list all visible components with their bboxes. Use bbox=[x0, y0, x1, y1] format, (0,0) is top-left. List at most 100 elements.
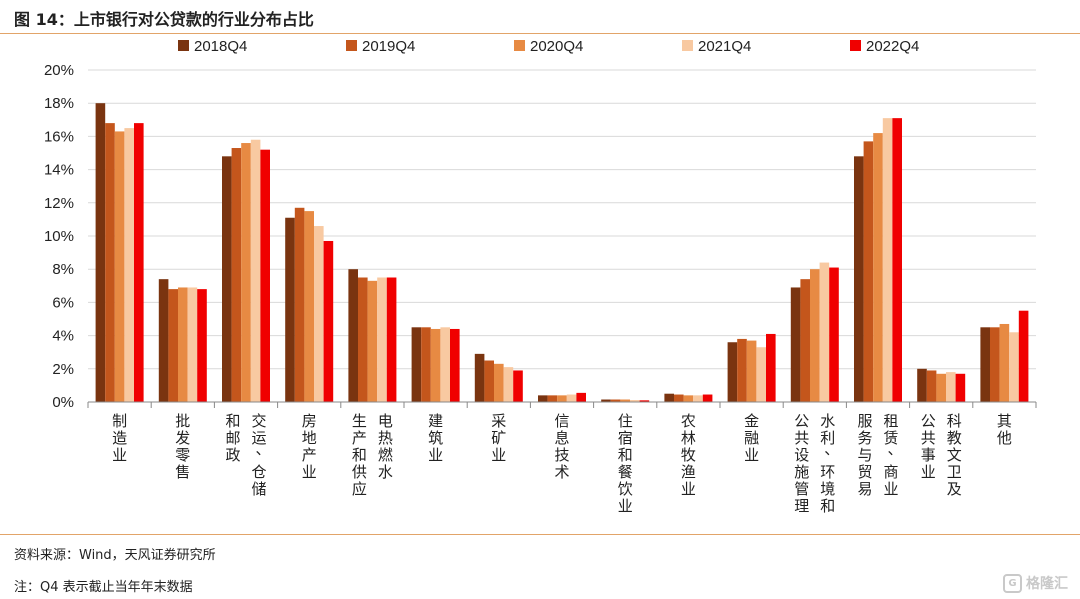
y-tick-label: 16% bbox=[44, 128, 74, 145]
bar-2018Q4 bbox=[664, 393, 674, 402]
x-category-char: 饮 bbox=[618, 480, 633, 498]
x-category-char: 零 bbox=[175, 446, 190, 464]
bar-2020Q4 bbox=[178, 287, 188, 402]
bar-2018Q4 bbox=[411, 327, 422, 402]
watermark: G 格隆汇 bbox=[1003, 573, 1068, 593]
bar-2019Q4 bbox=[105, 123, 115, 403]
bar-2020Q4 bbox=[304, 211, 314, 402]
x-category-char: 和 bbox=[618, 446, 633, 464]
x-category-char: 境 bbox=[820, 480, 835, 498]
bar-2019Q4 bbox=[168, 289, 178, 402]
x-category-char: 信 bbox=[554, 412, 569, 430]
x-category-char: 生 bbox=[352, 412, 367, 430]
x-category-label: 交运、仓储 和邮政 bbox=[225, 412, 270, 498]
x-category-char: 、 bbox=[255, 440, 270, 458]
x-category-char: 交 bbox=[251, 412, 266, 430]
legend: 2018Q4 2019Q4 2020Q4 2021Q4 2022Q4 bbox=[178, 38, 919, 55]
bar-2019Q4 bbox=[737, 338, 747, 402]
bar-2018Q4 bbox=[95, 103, 106, 402]
bar-2020Q4 bbox=[873, 133, 883, 402]
x-category-label: 采矿业 bbox=[491, 412, 506, 464]
figure-title: 图 14：上市银行对公贷款的行业分布占比 bbox=[14, 10, 314, 29]
bar-2020Q4 bbox=[999, 323, 1010, 402]
x-category-char: 及 bbox=[947, 480, 962, 498]
x-category-char: 业 bbox=[302, 463, 317, 481]
legend-label: 2018Q4 bbox=[194, 38, 247, 55]
x-category-char: 宿 bbox=[618, 429, 633, 447]
bar-2021Q4 bbox=[187, 287, 198, 402]
x-category-char: 商 bbox=[883, 463, 898, 481]
x-category-char: 邮 bbox=[225, 429, 240, 447]
bar-2020Q4 bbox=[494, 363, 504, 402]
x-category-char: 业 bbox=[921, 463, 936, 481]
bar-2021Q4 bbox=[566, 394, 577, 402]
bottom-rule bbox=[0, 534, 1080, 535]
x-category-char: 应 bbox=[352, 480, 367, 498]
x-category-char: 水 bbox=[820, 412, 835, 430]
x-category-char: 批 bbox=[175, 412, 190, 430]
x-category-char: 息 bbox=[554, 429, 569, 447]
legend-item: 2020Q4 bbox=[514, 38, 583, 55]
bar-2019Q4 bbox=[800, 279, 810, 402]
x-category-label: 其他 bbox=[997, 412, 1012, 447]
x-category-char: 政 bbox=[225, 446, 240, 464]
x-category-label: 金融业 bbox=[744, 412, 759, 464]
x-category-char: 教 bbox=[947, 429, 962, 447]
bar-2020Q4 bbox=[557, 395, 567, 402]
x-category-char: 建 bbox=[428, 412, 443, 430]
x-category-char: 水 bbox=[378, 463, 393, 481]
x-category-char: 筑 bbox=[428, 429, 443, 447]
y-axis-ticks: 0% 2% 4% 6% 8% 10% 12% 14% 16% 18% 20% bbox=[44, 62, 74, 411]
legend-label: 2020Q4 bbox=[530, 38, 583, 55]
x-category-char: 燃 bbox=[378, 446, 393, 464]
x-category-char: 共 bbox=[921, 429, 936, 447]
x-category-char: 务 bbox=[857, 429, 872, 447]
x-category-label: 制造业 bbox=[112, 412, 127, 464]
x-category-char: 农 bbox=[681, 412, 696, 430]
x-category-char: 科 bbox=[947, 412, 962, 430]
bar-2021Q4 bbox=[819, 262, 830, 402]
bar-2022Q4 bbox=[1018, 310, 1029, 402]
bar-2018Q4 bbox=[348, 269, 358, 402]
x-category-char: 事 bbox=[921, 446, 936, 464]
bar-2018Q4 bbox=[917, 368, 927, 402]
x-category-char: 渔 bbox=[681, 463, 696, 481]
bar-2019Q4 bbox=[610, 399, 621, 402]
x-category-char: 制 bbox=[112, 412, 127, 430]
y-tick-label: 0% bbox=[52, 394, 74, 411]
legend-swatch bbox=[514, 40, 525, 51]
bar-2022Q4 bbox=[639, 400, 650, 402]
x-category-char: 业 bbox=[618, 497, 633, 515]
x-category-char: 金 bbox=[744, 412, 759, 430]
bar-2018Q4 bbox=[980, 327, 990, 402]
y-tick-label: 18% bbox=[44, 95, 74, 112]
x-category-char: 产 bbox=[352, 429, 367, 447]
bar-2021Q4 bbox=[946, 372, 956, 402]
watermark-text: 格隆汇 bbox=[1026, 576, 1068, 592]
bar-2018Q4 bbox=[285, 217, 295, 402]
top-rule bbox=[0, 33, 1080, 34]
x-category-char: 公 bbox=[921, 412, 936, 430]
x-category-char: 牧 bbox=[681, 446, 696, 464]
source-note: 资料来源：Wind，天风证券研究所 bbox=[14, 548, 216, 563]
legend-swatch bbox=[346, 40, 357, 51]
y-tick-label: 14% bbox=[44, 162, 74, 179]
bar-2020Q4 bbox=[746, 340, 757, 402]
y-tick-label: 6% bbox=[52, 294, 74, 311]
x-category-char: 融 bbox=[744, 429, 759, 447]
bar-2022Q4 bbox=[766, 333, 776, 402]
x-category-char: 房 bbox=[302, 412, 317, 430]
bar-2019Q4 bbox=[294, 207, 305, 402]
x-category-char: 采 bbox=[491, 412, 506, 430]
legend-swatch bbox=[178, 40, 189, 51]
x-axis-category-labels: 制造业批发零售交运、仓储和邮政房地产业电热燃水生产和供应建筑业采矿业信息技术住宿… bbox=[112, 412, 1012, 515]
bar-2022Q4 bbox=[450, 328, 460, 402]
bar-2020Q4 bbox=[936, 373, 946, 402]
bar-2022Q4 bbox=[892, 118, 902, 402]
x-category-char: 技 bbox=[554, 446, 569, 464]
x-category-char: 贸 bbox=[857, 463, 872, 481]
x-category-char: 业 bbox=[681, 480, 696, 498]
